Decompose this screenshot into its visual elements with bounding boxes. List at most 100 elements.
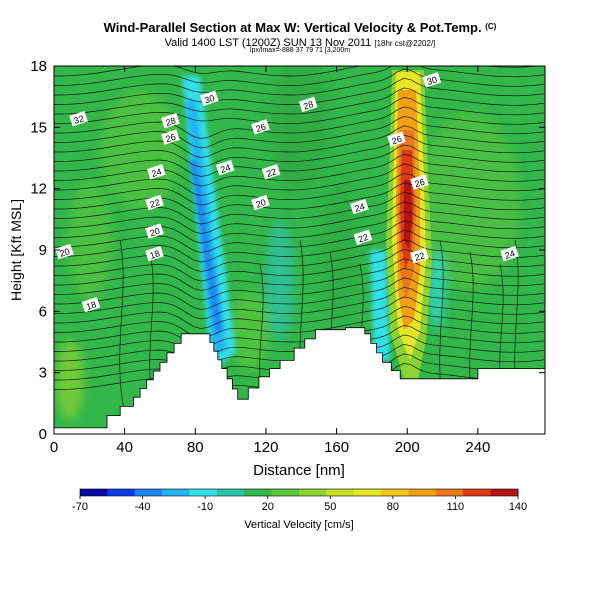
- theta-contour: [54, 144, 545, 177]
- contour-label: 26: [161, 129, 180, 145]
- contour-label-bg: [161, 113, 180, 129]
- theta-contour: [54, 287, 545, 320]
- contour-label-text: 22: [149, 197, 162, 210]
- theta-contour: [54, 154, 545, 187]
- theta-contour: [54, 268, 545, 301]
- colorbar-swatch: [299, 489, 327, 496]
- contour-label-bg: [251, 119, 270, 135]
- contour-label-bg: [261, 164, 281, 180]
- contour-label-bg: [81, 297, 101, 313]
- theta-contour: [54, 66, 545, 86]
- theta-contour: [54, 277, 545, 310]
- x-tick-label: 0: [50, 439, 58, 456]
- colorbar-frame: [79, 488, 519, 497]
- forecast-tag: [18hr cst@2202/]: [374, 39, 436, 48]
- terrain-profile: [54, 327, 545, 434]
- w-patch-weak-up: [420, 110, 520, 290]
- colorbar-tick-label: -40: [135, 501, 151, 513]
- theta-contour: [54, 106, 545, 139]
- contour-label-bg: [146, 164, 166, 180]
- contour-label: 30: [199, 90, 219, 106]
- theta-contour: [54, 249, 545, 282]
- contour-label-bg: [410, 247, 429, 264]
- theta-contour: [54, 66, 541, 77]
- y-tick-label: 6: [39, 303, 47, 320]
- y-tick-label: 18: [30, 58, 47, 75]
- colorbar-swatch: [134, 489, 163, 496]
- theta-contour: [54, 182, 545, 215]
- x-tick-label: 160: [324, 439, 349, 456]
- colorbar-tick-label: -10: [197, 501, 213, 513]
- theta-contour: [54, 220, 545, 253]
- contour-label: 26: [251, 119, 270, 135]
- contour-label-text: 30: [426, 74, 439, 87]
- colorbar-swatch: [408, 489, 437, 496]
- plot-area: 32 28 26 30 28 30 26 26 24 24 22 26 22 20 24 20 22 20 18 22…: [54, 66, 545, 434]
- contour-label-text: 30: [203, 93, 216, 106]
- downdraft-band: [182, 76, 390, 372]
- colorbar-swatch: [490, 489, 519, 496]
- contour-label-bg: [500, 245, 519, 262]
- contour-label-text: 24: [219, 162, 232, 175]
- y-tick-label: 3: [39, 365, 47, 382]
- info-line: lpx/lmax=-888 37 79 71 [3,200m: [249, 47, 351, 54]
- contour-label-bg: [387, 131, 406, 147]
- theta-contour: [54, 68, 545, 96]
- colorbar-tick-label: 110: [447, 501, 465, 513]
- colorbar-swatch: [435, 489, 464, 496]
- theta-contour: [54, 87, 545, 115]
- x-tick-label: 120: [253, 439, 278, 456]
- chart-subtitle: Valid 1400 LST (1200Z) SUN 13 Nov 2011 […: [0, 37, 600, 49]
- theta-contour: [54, 306, 545, 339]
- contour-label-bg: [215, 160, 235, 176]
- theta-contour: [54, 201, 545, 234]
- colorbar-swatch: [353, 489, 382, 496]
- w-patch-down: [266, 220, 294, 340]
- contour-label-bg: [69, 110, 88, 127]
- theta-contour: [54, 135, 545, 168]
- contour-label-text: 24: [353, 201, 366, 214]
- x-tick-label: 200: [395, 439, 420, 456]
- contour-label: 20: [55, 243, 74, 260]
- colorbar-swatch: [271, 489, 300, 496]
- colorbar-tick-label: 20: [262, 501, 274, 513]
- chart-title: Wind-Parallel Section at Max W: Vertical…: [103, 20, 497, 35]
- colorbar-swatch: [162, 489, 191, 496]
- theta-contour: [54, 239, 545, 272]
- contour-label-bg: [298, 96, 318, 113]
- terrain: [54, 327, 545, 434]
- contour-label-text: 18: [149, 248, 162, 261]
- contour-label-text: 22: [413, 250, 426, 263]
- updraft-column: [386, 70, 432, 380]
- axes: 0 40 80 120 160 200 240 0 3 6 9 12 15 18: [30, 58, 545, 456]
- contour-label-bg: [410, 174, 429, 190]
- contour-label: 28: [298, 96, 318, 113]
- colorbar-tick-label: 140: [509, 501, 527, 513]
- contour-label: 20: [145, 223, 164, 239]
- x-tick-label: 40: [116, 439, 133, 456]
- contour-label-bg: [251, 194, 270, 211]
- contour-label: 24: [146, 164, 166, 180]
- theta-contour: [54, 211, 545, 244]
- x-tick-label: 80: [187, 439, 204, 456]
- contour-label-text: 22: [265, 166, 278, 179]
- contour-labels: 32 28 26 30 28 30 26 26 24 24 22 26 22 20 24 20 22 20 18 22…: [55, 72, 519, 313]
- contour-label-text: 20: [149, 226, 162, 239]
- contour-label: 24: [500, 245, 519, 262]
- colorbar-label: Vertical Velocity [cm/s]: [244, 519, 353, 531]
- contour-label: 28: [161, 113, 180, 129]
- contour-label: 24: [215, 160, 235, 176]
- contour-label-bg: [145, 194, 164, 211]
- updraft-core: [404, 180, 412, 250]
- colorbar-tick-label: 50: [324, 501, 336, 513]
- contour-label-text: 18: [85, 299, 98, 312]
- contour-label-bg: [350, 198, 369, 215]
- contour-label-text: 26: [254, 122, 267, 135]
- valid-time: Valid 1400 LST (1200Z) SUN 13 Nov 2011: [164, 37, 372, 49]
- theta-contour: [54, 315, 545, 348]
- contour-label-bg: [353, 229, 373, 245]
- theta-contour: [54, 116, 545, 149]
- contour-label-text: 20: [254, 197, 267, 210]
- contour-label-bg: [55, 243, 74, 260]
- x-axis-label: Distance [nm]: [253, 462, 345, 479]
